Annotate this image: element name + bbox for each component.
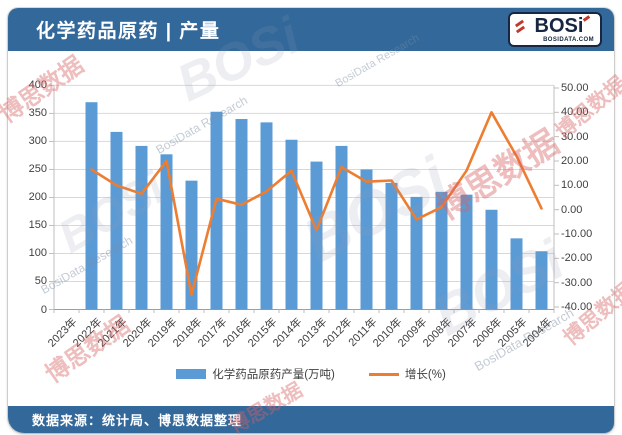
right-axis-tick-label: 10.00 — [561, 179, 589, 192]
chart-footer: 数据来源：统计局、博思数据整理 — [8, 406, 614, 433]
right-axis-tick-label: 20.00 — [561, 155, 589, 167]
logo-domain: BOSIDATA.COM — [543, 37, 594, 43]
left-axis-tick-label: 300 — [28, 135, 47, 148]
right-axis-tick-label: -20.00 — [561, 252, 593, 265]
left-axis-tick-label: 250 — [28, 163, 47, 176]
logo-stripes-icon — [514, 19, 527, 35]
left-axis-tick-label: 150 — [28, 219, 47, 232]
right-axis-tick-label: 30.00 — [561, 130, 589, 143]
page-title: 化学药品原药 | 产量 — [36, 21, 221, 42]
logo-accent-icon — [582, 15, 591, 22]
legend-item-production: 化学药品原药产量(万吨) — [176, 366, 335, 382]
legend-bar-swatch-icon — [176, 369, 207, 379]
legend-label: 增长(%) — [404, 369, 446, 381]
right-axis-tick-label: -40.00 — [561, 301, 593, 313]
legend-label: 化学药品原药产量(万吨) — [212, 369, 335, 381]
logo-text: BOSi — [534, 14, 584, 37]
left-axis-tick-label: 200 — [28, 191, 47, 204]
left-axis-tick-label: 0 — [40, 303, 47, 316]
right-axis-tick-label: 40.00 — [561, 106, 589, 119]
left-axis-tick-label: 400 — [28, 79, 47, 92]
right-axis-tick-label: -10.00 — [561, 228, 593, 240]
data-source-text: 数据来源：统计局、博思数据整理 — [32, 413, 243, 428]
left-axis-tick-label: 350 — [28, 107, 47, 120]
right-axis-tick-label: 0.00 — [561, 203, 583, 216]
left-axis-tick-label: 50 — [34, 275, 47, 288]
right-axis-tick-label: -30.00 — [561, 276, 593, 289]
bosi-logo: BOSi BOSIDATA.COM — [508, 12, 602, 47]
legend: 化学药品原药产量(万吨) 增长(%) — [0, 366, 622, 382]
left-axis-tick-label: 100 — [28, 247, 47, 260]
right-axis-tick-label: 50.00 — [561, 82, 589, 94]
legend-line-swatch-icon — [368, 372, 399, 376]
legend-item-growth: 增长(%) — [368, 366, 446, 382]
chart-header: 化学药品原药 | 产量 BOSi BOSIDATA.COM — [8, 8, 614, 51]
